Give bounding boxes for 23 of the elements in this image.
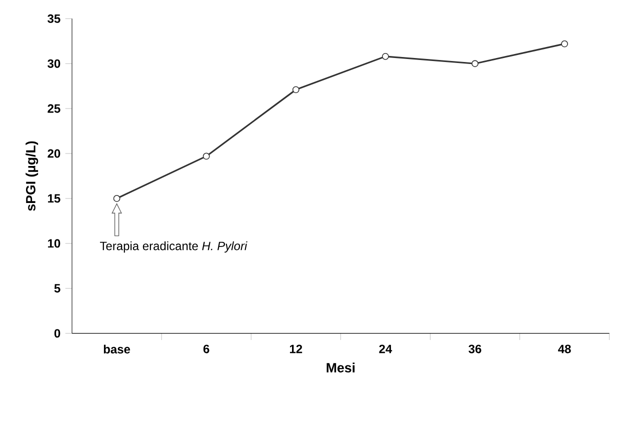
point — [202, 152, 210, 160]
x-tick-label: 6 — [203, 344, 210, 354]
y-tick-label: 35 — [48, 14, 60, 24]
y-tick-label: 30 — [48, 60, 60, 68]
y-tick-label: 20 — [48, 149, 60, 158]
point — [561, 40, 568, 48]
x-axis-title: Mesi — [326, 362, 355, 373]
x-tick-label: 48 — [558, 344, 571, 354]
y-tick-label: 5 — [54, 284, 60, 293]
point — [113, 195, 120, 202]
x-tick-label: 12 — [290, 344, 302, 354]
y-tick-label: 10 — [48, 239, 60, 248]
y-tick-label: 15 — [48, 194, 60, 203]
x-tick-label: 36 — [468, 344, 482, 354]
y-tick-label: 25 — [48, 104, 60, 113]
point — [292, 86, 300, 94]
point — [382, 53, 389, 60]
point — [472, 60, 478, 68]
y-axis-title: sPGI (µg/L) — [26, 142, 38, 212]
annotation: Terapia eradicante H. Pylori — [100, 242, 248, 253]
x-tick-label: 24 — [379, 344, 392, 354]
y-tick-label: 0 — [54, 329, 60, 338]
x-tick-label: base — [104, 344, 130, 354]
